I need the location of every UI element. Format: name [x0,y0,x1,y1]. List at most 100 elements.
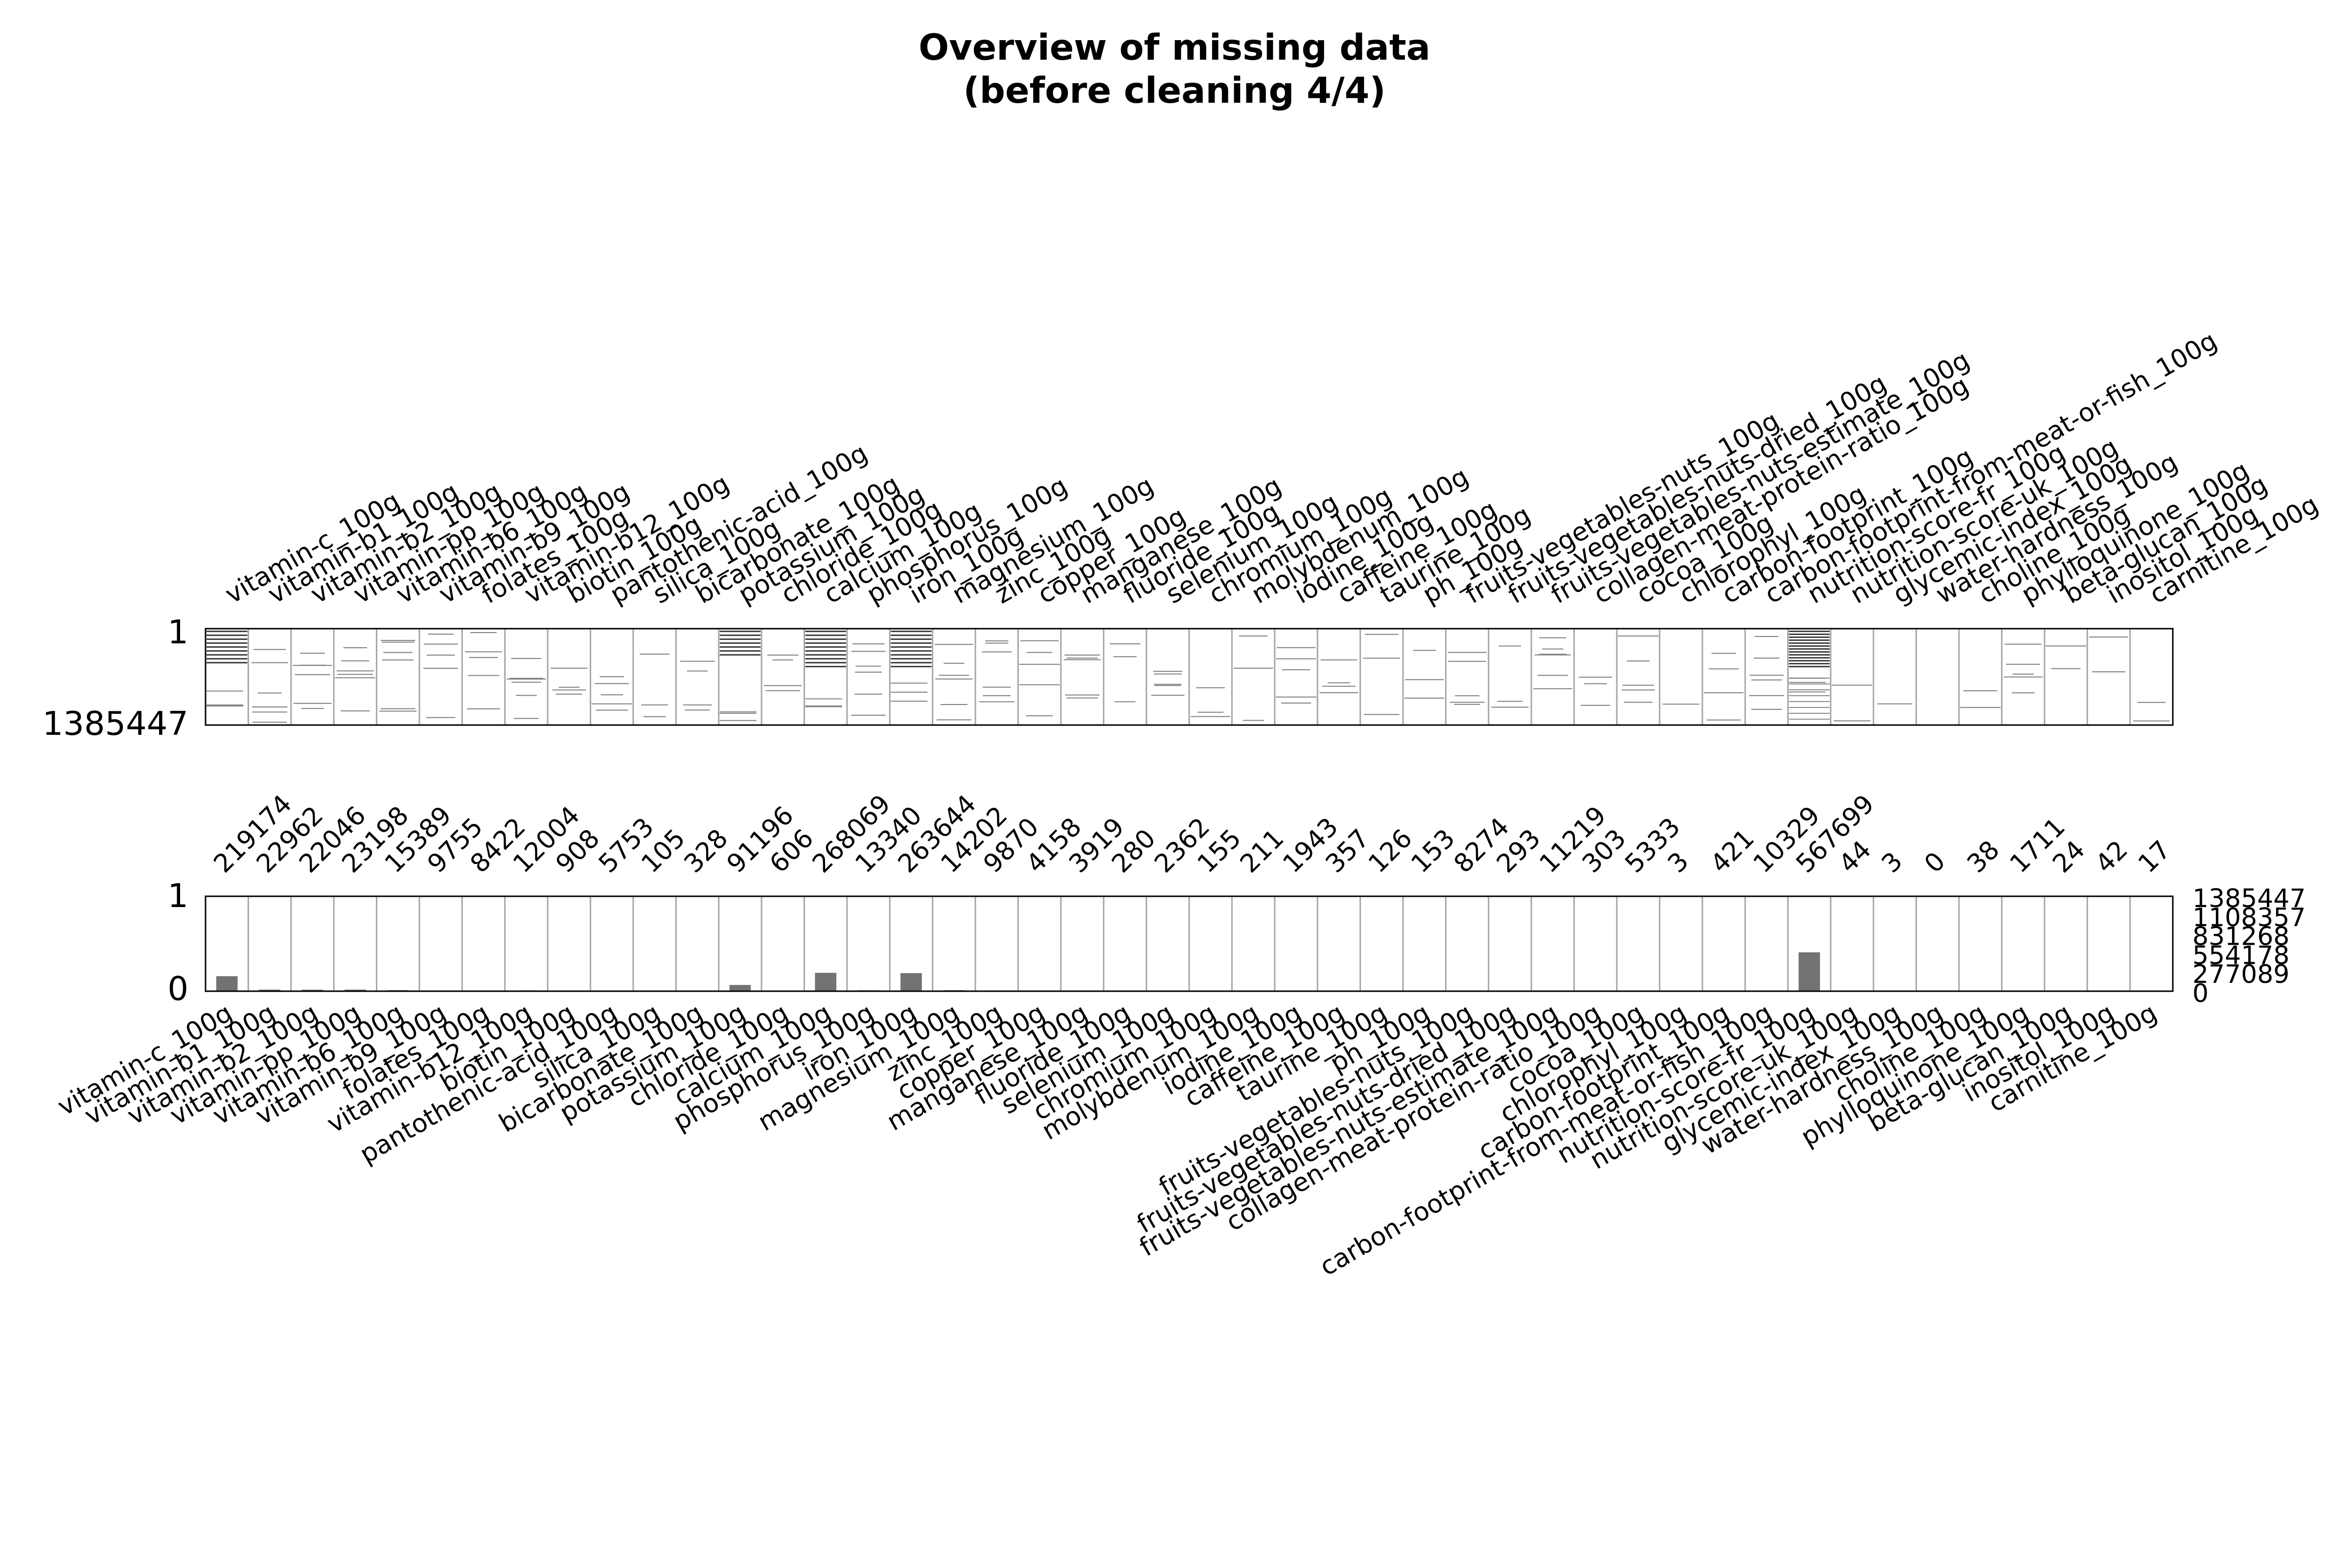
filled-row-line [293,665,332,666]
filled-row-line [207,658,247,659]
filled-row-line [1277,647,1315,648]
filled-row-line [1753,658,1779,659]
non-null-count-bars: 0102770895541788312681108357138544721917… [53,789,2306,1282]
filled-row-line [891,701,927,702]
filled-row-line [381,708,415,709]
filled-row-line [507,679,546,680]
filled-row-line [2006,664,2040,665]
filled-row-line [335,677,375,678]
filled-row-line [1154,685,1181,686]
filled-row-line [1243,720,1264,721]
filled-row-line [595,683,629,684]
filled-row-line [337,670,374,671]
count-label: 17 [2133,835,2176,879]
filled-row-line [1448,652,1487,653]
filled-row-line [1789,634,1829,635]
filled-row-line [1196,687,1224,688]
filled-row-line [641,704,668,705]
filled-row-line [1834,720,1870,721]
filled-row-line [1154,674,1182,675]
count-label: 328 [679,824,734,879]
filled-row-line [891,682,927,683]
filled-row-line [764,685,802,686]
filled-row-line [207,635,247,636]
filled-row-line [383,652,413,653]
filled-row-line [1191,716,1230,717]
filled-row-line [293,703,331,704]
filled-row-line [516,695,537,696]
filled-row-line [773,659,793,660]
filled-row-line [1789,660,1829,661]
filled-row-line [1622,685,1654,686]
filled-row-line [1789,648,1829,650]
filled-row-line [2089,636,2128,637]
filled-row-line [1365,634,1399,635]
filled-row-line [1110,643,1140,644]
filled-row-line [1789,695,1829,696]
filled-row-line [983,687,1011,688]
count-bar [1798,953,1820,991]
filled-row-line [720,654,760,656]
filled-row-line [1751,709,1782,710]
filled-row-line [207,646,247,648]
filled-row-line [207,662,247,663]
filled-row-line [891,631,931,632]
filled-row-line [683,704,712,705]
count-label: 153 [1405,824,1461,879]
filled-row-line [252,662,288,663]
filled-row-line [207,654,247,656]
filled-row-line [1711,653,1736,654]
filled-row-line [805,705,842,706]
filled-row-line [852,651,886,652]
filled-row-line [1789,678,1825,679]
filled-row-line [935,679,972,680]
filled-row-line [941,704,967,705]
filled-row-line [891,662,931,663]
filled-row-line [720,635,760,636]
filled-row-line [341,710,369,711]
filled-row-line [468,675,499,676]
bar-left-tick: 0 [167,970,188,1008]
filled-row-line [1539,637,1566,638]
filled-row-line [1538,675,1568,676]
filled-row-line [1789,636,1829,638]
filled-row-line [1789,645,1829,647]
filled-row-line [1281,703,1311,704]
filled-row-line [1322,686,1356,687]
filled-row-line [855,672,882,673]
filled-row-line [720,720,757,721]
filled-row-line [426,668,455,669]
filled-row-line [805,666,846,667]
filled-row-line [985,643,1008,644]
filled-row-line [1019,664,1060,665]
filled-row-line [1067,658,1098,659]
filled-row-line [2138,702,2166,703]
filled-row-line [1067,698,1098,699]
count-bar [216,976,238,991]
filled-row-line [1832,684,1872,685]
filled-row-line [469,657,498,658]
filled-row-line [1405,679,1444,680]
filled-row-line [680,661,714,662]
filled-row-line [720,711,757,712]
filled-row-line [640,654,669,655]
filled-row-line [1497,701,1522,702]
filled-row-line [300,653,324,654]
filled-row-line [556,694,582,695]
filled-row-line [2013,674,2034,675]
filled-row-line [467,708,500,709]
filled-row-line [252,711,287,712]
filled-row-line [1963,690,1998,691]
filled-row-line [511,682,541,683]
filled-row-line [805,654,846,656]
filled-row-line [1789,719,1829,720]
nullity-matrix: 11385447vitamin-c_100gvitamin-b1_100gvit… [43,326,2324,743]
filled-row-line [854,694,882,695]
filled-row-line [514,718,538,719]
filled-row-line [2051,668,2080,669]
filled-row-line [891,654,931,656]
filled-row-line [1491,707,1528,708]
filled-row-line [1789,707,1829,708]
filled-row-line [1153,671,1182,672]
